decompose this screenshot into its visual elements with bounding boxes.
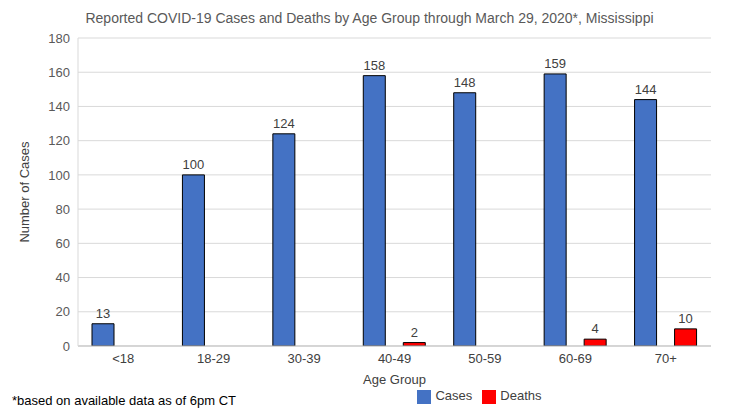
svg-text:140: 140 <box>48 99 70 114</box>
html-text:*based on available data as of: *based on available data as of 6pm CT <box>12 393 236 408</box>
svg-text:100: 100 <box>48 168 70 183</box>
svg-text:159: 159 <box>544 56 566 71</box>
svg-text:144: 144 <box>635 82 657 97</box>
svg-text:Number of Cases: Number of Cases <box>17 141 32 243</box>
svg-text:100: 100 <box>183 157 205 172</box>
svg-text:158: 158 <box>363 58 385 73</box>
svg-text:120: 120 <box>48 133 70 148</box>
svg-text:4: 4 <box>592 321 599 336</box>
svg-text:20: 20 <box>56 304 70 319</box>
svg-text:2: 2 <box>411 325 418 340</box>
svg-text:60: 60 <box>56 236 70 251</box>
svg-text:60-69: 60-69 <box>559 351 592 366</box>
svg-text:124: 124 <box>273 116 295 131</box>
svg-text:180: 180 <box>48 31 70 46</box>
svg-text:13: 13 <box>96 306 110 321</box>
svg-text:40-49: 40-49 <box>378 351 411 366</box>
svg-text:50-59: 50-59 <box>468 351 501 366</box>
svg-text:Age Group: Age Group <box>363 372 426 387</box>
html-text:Reported COVID-19 Cases and De: Reported COVID-19 Cases and Deaths by Ag… <box>85 10 654 26</box>
svg-text:70+: 70+ <box>655 351 677 366</box>
svg-text:148: 148 <box>454 75 476 90</box>
svg-text:<18: <18 <box>112 351 134 366</box>
svg-text:10: 10 <box>678 311 692 326</box>
html-text:Deaths: Deaths <box>500 388 542 403</box>
svg-text:18-29: 18-29 <box>197 351 230 366</box>
svg-text:160: 160 <box>48 65 70 80</box>
svg-text:40: 40 <box>56 270 70 285</box>
svg-text:80: 80 <box>56 202 70 217</box>
html-text:Cases: Cases <box>435 388 473 403</box>
svg-text:30-39: 30-39 <box>287 351 320 366</box>
svg-text:0: 0 <box>63 339 70 354</box>
